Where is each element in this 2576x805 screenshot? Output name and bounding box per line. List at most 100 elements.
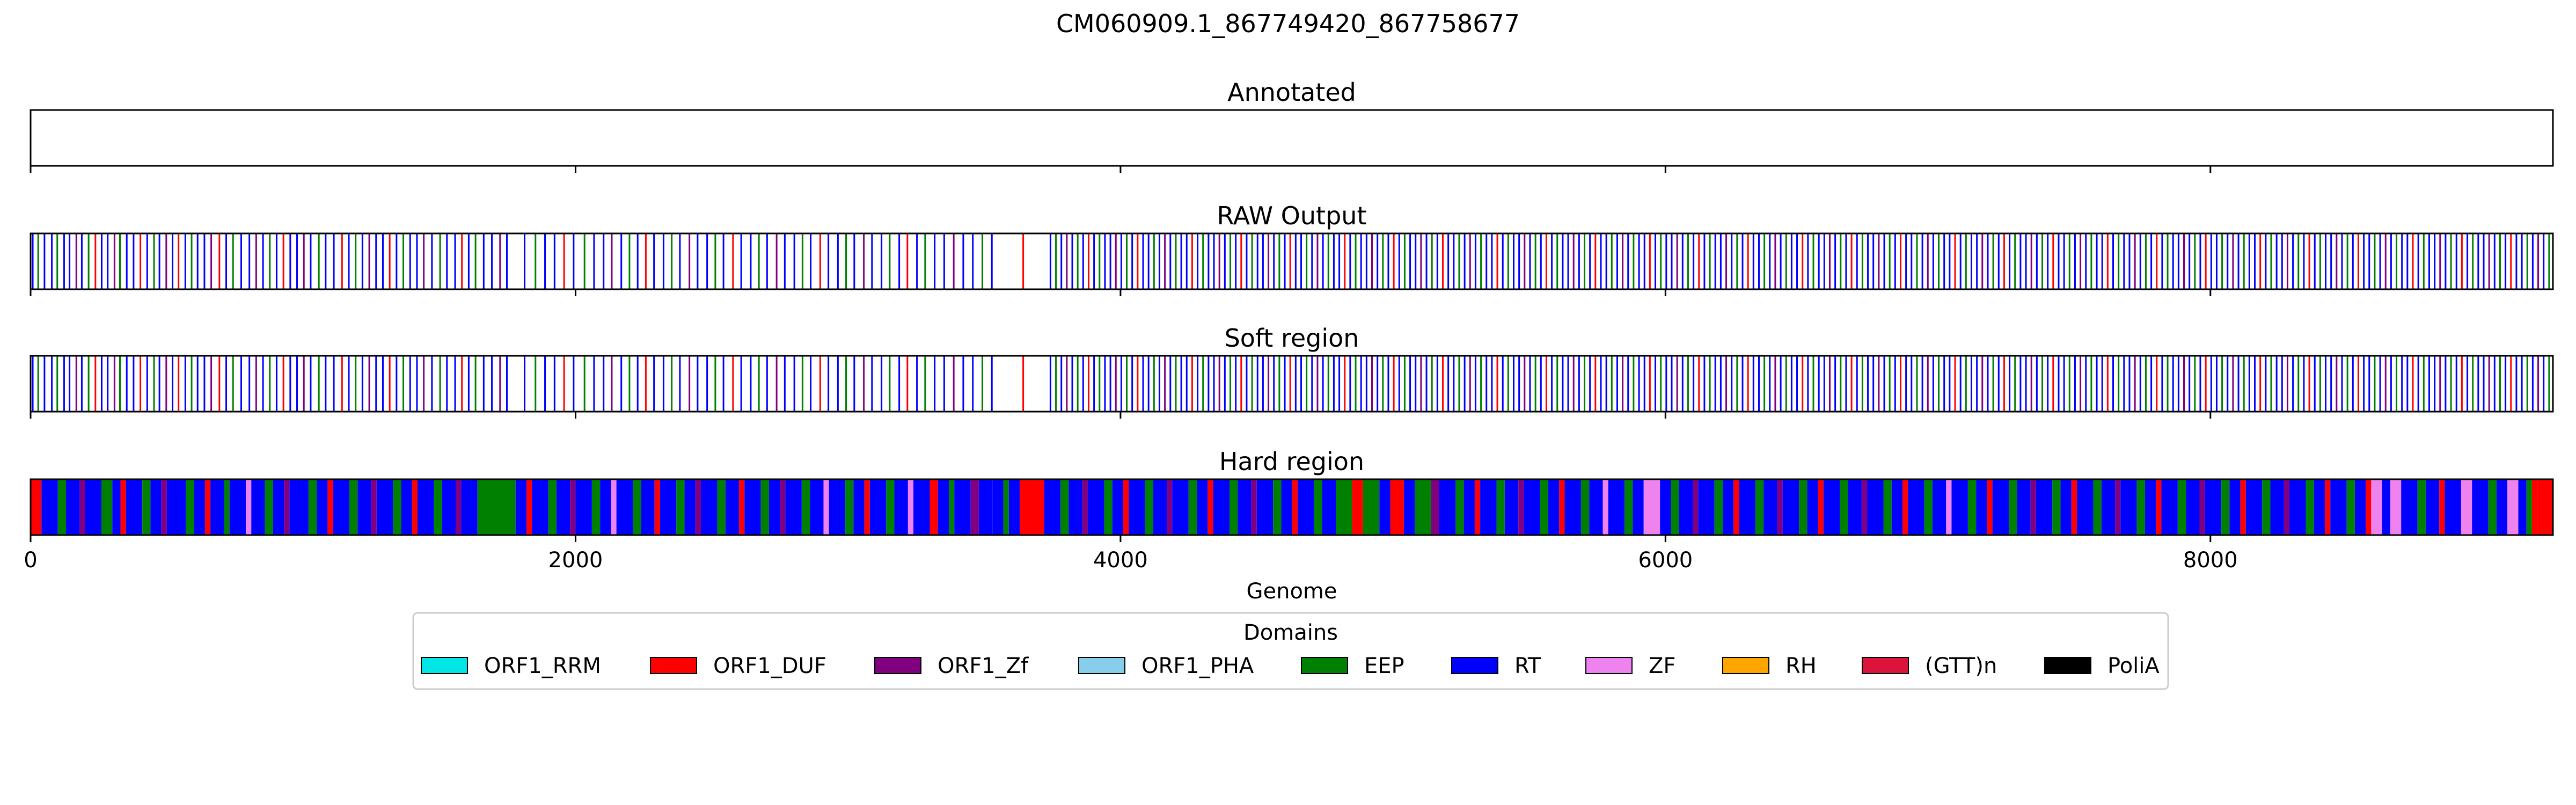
domain-segment: [2085, 233, 2087, 289]
domain-segment: [1240, 356, 1242, 412]
domain-segment: [1954, 233, 1956, 289]
domain-segment: [1905, 233, 1907, 289]
domain-segment: [1442, 356, 1444, 412]
domain-segment: [1722, 479, 1734, 535]
domain-segment: [401, 479, 412, 535]
domain-segment: [1987, 233, 1989, 289]
domain-segment: [218, 233, 221, 289]
domain-segment: [1393, 356, 1395, 412]
domain-segment: [1256, 233, 1258, 289]
domain-segment: [2047, 233, 2049, 289]
domain-segment: [1238, 479, 1252, 535]
domain-segment: [2537, 356, 2540, 412]
domain-segment: [2472, 479, 2489, 535]
domain-segment: [2336, 233, 2338, 289]
domain-segment: [953, 233, 955, 289]
domain-segment: [1752, 233, 1754, 289]
domain-segment: [1655, 233, 1657, 289]
domain-segment: [113, 233, 115, 289]
legend-swatch: [874, 657, 921, 674]
domain-segment: [255, 233, 257, 289]
domain-segment: [2189, 233, 2191, 289]
domain-segment: [570, 479, 576, 535]
domain-segment: [573, 356, 575, 412]
domain-segment: [2215, 233, 2218, 289]
domain-segment: [2265, 356, 2267, 412]
legend-swatch: [1451, 657, 1498, 674]
domain-segment: [126, 479, 143, 535]
domain-segment: [1229, 356, 1231, 412]
x-tick-label: 8000: [2183, 548, 2238, 573]
domain-segment: [2330, 479, 2347, 535]
domain-segment: [1044, 479, 1061, 535]
legend-label: EEP: [1364, 654, 1404, 678]
domain-segment: [828, 356, 830, 412]
domain-segment: [1316, 233, 1319, 289]
domain-segment: [1480, 479, 1497, 535]
domain-segment: [636, 233, 639, 289]
domain-segment: [2493, 356, 2496, 412]
domain-segment: [1251, 356, 1253, 412]
domain-segment: [1256, 356, 1258, 412]
domain-segment: [758, 356, 760, 412]
domain-segment: [1938, 356, 1940, 412]
domain-segment: [1861, 233, 1863, 289]
domain-segment: [2254, 233, 2256, 289]
domain-segment: [553, 356, 555, 412]
domain-segment: [1314, 479, 1322, 535]
domain-segment: [886, 479, 895, 535]
domain-segment: [1208, 233, 1210, 289]
domain-segment: [2101, 233, 2103, 289]
domain-segment: [1229, 233, 1231, 289]
domain-segment: [255, 356, 257, 412]
domain-segment: [333, 356, 335, 412]
domain-segment: [1867, 479, 1884, 535]
domain-segment: [248, 356, 251, 412]
domain-segment: [1578, 356, 1580, 412]
domain-segment: [454, 356, 456, 412]
domain-segment: [282, 233, 284, 289]
domain-segment: [853, 356, 855, 412]
domain-segment: [210, 233, 213, 289]
domain-segment: [2363, 233, 2365, 289]
domain-segment: [1638, 356, 1640, 412]
domain-segment: [810, 233, 812, 289]
domain-segment: [1518, 233, 1520, 289]
domain-segment: [2150, 233, 2153, 289]
domain-segment: [1649, 233, 1651, 289]
domain-segment: [1294, 356, 1297, 412]
domain-segment: [2003, 356, 2005, 412]
domain-segment: [1878, 233, 1880, 289]
domain-segment: [225, 233, 228, 289]
domain-segment: [1861, 356, 1863, 412]
domain-segment: [2014, 233, 2016, 289]
domain-segment: [2161, 233, 2163, 289]
domain-segment: [934, 356, 936, 412]
domain-segment: [2505, 356, 2507, 412]
domain-segment: [2406, 356, 2409, 412]
domain-segment: [2080, 233, 2082, 289]
legend-swatch: [1862, 657, 1909, 674]
domain-segment: [1731, 356, 1733, 412]
domain-segment: [1769, 356, 1771, 412]
domain-segment: [2199, 233, 2201, 289]
domain-segment: [2428, 356, 2430, 412]
domain-segment: [1224, 233, 1226, 289]
domain-segment: [2461, 233, 2463, 289]
domain-segment: [1709, 233, 1711, 289]
domain-segment: [454, 233, 456, 289]
domain-segment: [2205, 479, 2222, 535]
domain-segment: [2352, 356, 2354, 412]
domain-segment: [1633, 233, 1635, 289]
domain-segment: [113, 356, 115, 412]
domain-segment: [2297, 233, 2300, 289]
domain-segment: [2401, 479, 2418, 535]
domain-segment: [1774, 356, 1776, 412]
domain-segment: [158, 356, 160, 412]
domain-segment: [801, 233, 803, 289]
domain-segment: [1987, 356, 1989, 412]
domain-segment: [2286, 356, 2288, 412]
domain-segment: [2526, 479, 2532, 535]
domain-segment: [1584, 233, 1586, 289]
domain-segment: [1899, 233, 1901, 289]
